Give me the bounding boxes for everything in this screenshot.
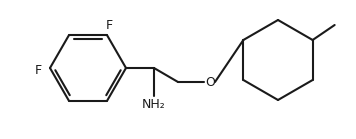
Text: O: O — [205, 75, 215, 89]
Text: F: F — [35, 64, 42, 76]
Text: NH₂: NH₂ — [142, 97, 166, 111]
Text: F: F — [105, 19, 112, 32]
